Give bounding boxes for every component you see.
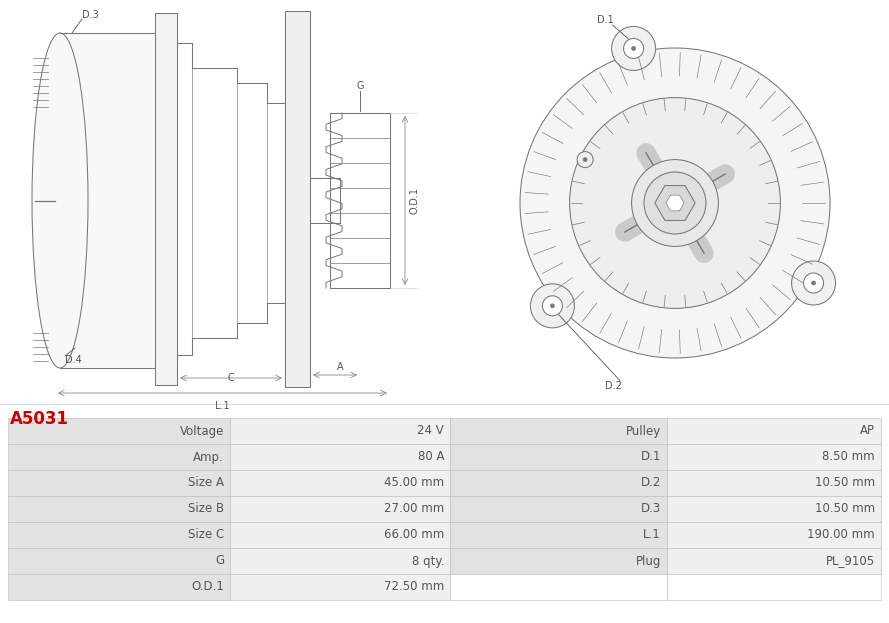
- Text: D.2: D.2: [605, 381, 622, 391]
- Text: L.1: L.1: [644, 528, 661, 541]
- Text: 80 A: 80 A: [418, 450, 444, 464]
- Bar: [450, 418, 667, 444]
- Text: O.D.1: O.D.1: [410, 187, 420, 214]
- Text: Plug: Plug: [636, 554, 661, 568]
- Circle shape: [812, 281, 815, 285]
- Bar: [230, 418, 450, 444]
- Bar: [8, 522, 230, 548]
- Circle shape: [644, 172, 706, 234]
- Text: 8.50 mm: 8.50 mm: [822, 450, 875, 464]
- Bar: [230, 470, 450, 496]
- Circle shape: [520, 48, 830, 358]
- Polygon shape: [655, 186, 695, 221]
- Text: Voltage: Voltage: [180, 424, 224, 437]
- Text: G: G: [215, 554, 224, 568]
- Text: 66.00 mm: 66.00 mm: [384, 528, 444, 541]
- Text: Amp.: Amp.: [193, 450, 224, 464]
- Text: 10.50 mm: 10.50 mm: [815, 477, 875, 490]
- Text: Size C: Size C: [188, 528, 224, 541]
- Bar: [450, 496, 667, 522]
- Bar: [667, 522, 881, 548]
- Text: L.1: L.1: [215, 401, 230, 411]
- Bar: [667, 548, 881, 574]
- Text: D.1: D.1: [641, 450, 661, 464]
- Bar: [450, 444, 667, 470]
- Ellipse shape: [32, 33, 88, 368]
- Bar: [667, 574, 881, 600]
- Text: Size B: Size B: [188, 503, 224, 515]
- Bar: [667, 470, 881, 496]
- Bar: [8, 548, 230, 574]
- Bar: [8, 444, 230, 470]
- Text: 190.00 mm: 190.00 mm: [807, 528, 875, 541]
- Text: A5031: A5031: [10, 410, 69, 428]
- Bar: [450, 470, 667, 496]
- Text: D.3: D.3: [641, 503, 661, 515]
- Text: Size A: Size A: [188, 477, 224, 490]
- Bar: [230, 574, 450, 600]
- Circle shape: [804, 273, 823, 293]
- Circle shape: [631, 159, 718, 247]
- Bar: [230, 496, 450, 522]
- Text: 27.00 mm: 27.00 mm: [384, 503, 444, 515]
- Circle shape: [791, 261, 836, 305]
- Bar: [450, 522, 667, 548]
- Bar: [8, 574, 230, 600]
- Text: D.2: D.2: [641, 477, 661, 490]
- Bar: [230, 522, 450, 548]
- Text: D.3: D.3: [82, 10, 99, 20]
- Bar: [230, 548, 450, 574]
- Text: 72.50 mm: 72.50 mm: [384, 581, 444, 594]
- Bar: [60, 33, 170, 368]
- Text: G: G: [356, 81, 364, 91]
- Bar: [8, 470, 230, 496]
- Text: 8 qty.: 8 qty.: [412, 554, 444, 568]
- Circle shape: [570, 98, 781, 308]
- Bar: [8, 418, 230, 444]
- Text: D.1: D.1: [597, 15, 614, 25]
- Bar: [285, 11, 310, 387]
- Circle shape: [631, 47, 636, 50]
- Text: O.D.1: O.D.1: [191, 581, 224, 594]
- Circle shape: [577, 151, 593, 168]
- Bar: [450, 574, 667, 600]
- Bar: [155, 13, 177, 385]
- Circle shape: [531, 284, 574, 328]
- Text: 45.00 mm: 45.00 mm: [384, 477, 444, 490]
- Circle shape: [583, 158, 587, 161]
- Circle shape: [623, 39, 644, 59]
- Circle shape: [550, 304, 555, 308]
- Circle shape: [542, 296, 563, 316]
- Bar: [667, 418, 881, 444]
- Text: C: C: [228, 373, 235, 383]
- Bar: [667, 444, 881, 470]
- Bar: [230, 444, 450, 470]
- Bar: [450, 548, 667, 574]
- Text: 10.50 mm: 10.50 mm: [815, 503, 875, 515]
- Text: 24 V: 24 V: [417, 424, 444, 437]
- Circle shape: [612, 26, 655, 70]
- Polygon shape: [666, 195, 684, 211]
- Text: B: B: [294, 362, 300, 372]
- Text: AP: AP: [860, 424, 875, 437]
- Bar: [667, 496, 881, 522]
- Text: D.4: D.4: [65, 355, 82, 365]
- Text: Pulley: Pulley: [626, 424, 661, 437]
- Text: A: A: [337, 362, 343, 372]
- Text: PL_9105: PL_9105: [826, 554, 875, 568]
- Bar: [8, 496, 230, 522]
